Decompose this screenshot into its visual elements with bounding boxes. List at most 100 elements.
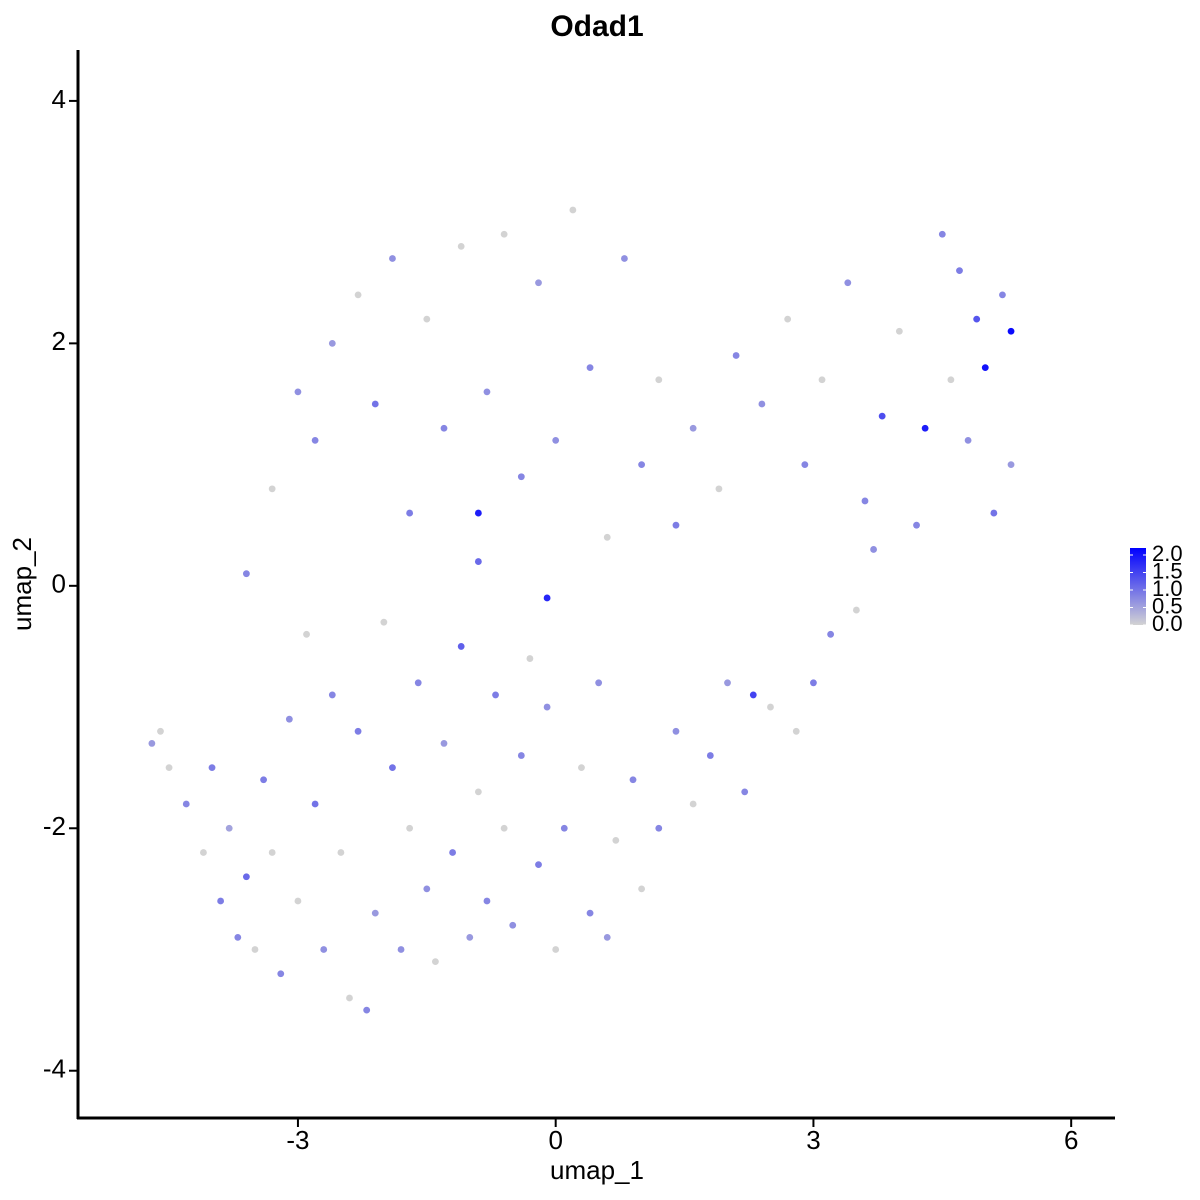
point <box>603 933 611 941</box>
point <box>956 267 963 275</box>
point <box>242 570 250 578</box>
point <box>311 800 319 808</box>
colorbar-label: 1.5 <box>1152 558 1183 583</box>
point <box>380 618 388 626</box>
point <box>182 800 190 808</box>
colorbar-label: 0.5 <box>1152 593 1183 618</box>
point <box>801 461 809 468</box>
point <box>981 364 989 372</box>
point <box>1007 327 1015 335</box>
y-tick-label: 0 <box>52 569 66 599</box>
point <box>354 727 362 735</box>
point <box>449 849 456 856</box>
point <box>715 485 723 493</box>
point <box>938 230 946 238</box>
point <box>629 776 637 784</box>
point <box>827 630 835 638</box>
point <box>844 279 852 287</box>
point <box>560 824 568 832</box>
point <box>294 388 302 396</box>
colorbar-label: 1.0 <box>1152 576 1183 601</box>
point <box>260 776 267 784</box>
point <box>741 788 749 796</box>
point <box>397 946 405 953</box>
x-tick-label: 3 <box>806 1125 820 1155</box>
point <box>157 727 164 735</box>
point <box>621 255 628 262</box>
point <box>706 752 714 759</box>
point <box>294 897 302 905</box>
point <box>517 752 525 759</box>
y-tick-label: -4 <box>43 1054 66 1084</box>
point <box>440 740 448 747</box>
y-tick-label: -2 <box>43 811 66 841</box>
point <box>569 206 577 214</box>
point <box>586 909 594 917</box>
point <box>655 824 663 832</box>
point <box>217 897 225 905</box>
point <box>268 849 276 856</box>
point <box>466 933 474 941</box>
point <box>474 788 482 796</box>
colorbar-label: 2.0 <box>1152 541 1183 566</box>
point <box>852 606 860 614</box>
point <box>406 824 414 832</box>
point <box>595 679 603 687</box>
point <box>268 485 276 493</box>
point <box>354 291 362 299</box>
x-tick-label: 0 <box>548 1125 562 1155</box>
point <box>732 352 740 359</box>
point <box>973 315 981 323</box>
point <box>423 885 431 893</box>
x-axis-label: umap_1 <box>550 1155 644 1185</box>
point <box>543 594 551 602</box>
point <box>225 824 233 832</box>
point <box>586 364 594 372</box>
point <box>328 691 336 699</box>
point <box>999 291 1006 299</box>
point <box>603 533 611 541</box>
point <box>655 376 663 384</box>
point <box>234 933 242 941</box>
point <box>784 315 792 323</box>
point <box>535 279 542 287</box>
point <box>346 994 353 1002</box>
point <box>689 800 697 808</box>
point <box>578 764 585 772</box>
point <box>311 436 319 444</box>
point <box>474 509 482 517</box>
point <box>543 703 551 711</box>
point <box>552 946 560 953</box>
point <box>148 740 156 747</box>
y-axis-label: umap_2 <box>7 537 37 631</box>
point <box>208 764 216 772</box>
point <box>423 315 431 323</box>
point <box>509 921 517 929</box>
point <box>895 327 903 335</box>
point <box>277 970 285 978</box>
point <box>861 497 869 505</box>
point <box>535 861 542 869</box>
point <box>363 1006 371 1014</box>
point <box>964 436 972 444</box>
colorbar <box>1130 548 1146 625</box>
point <box>406 509 414 517</box>
point <box>870 546 877 553</box>
point <box>414 679 422 687</box>
point <box>612 836 620 844</box>
y-tick-label: 2 <box>52 326 66 356</box>
chart-title: Odad1 <box>550 10 643 43</box>
point <box>724 679 731 687</box>
point <box>810 679 817 687</box>
point <box>767 703 774 711</box>
point <box>758 400 766 408</box>
colorbar-label: 0.0 <box>1152 611 1183 636</box>
point <box>689 424 697 432</box>
point <box>947 376 955 384</box>
point <box>371 400 379 408</box>
point <box>200 849 207 856</box>
point <box>500 824 508 832</box>
point <box>500 230 508 238</box>
point <box>474 558 482 565</box>
point <box>878 412 886 420</box>
